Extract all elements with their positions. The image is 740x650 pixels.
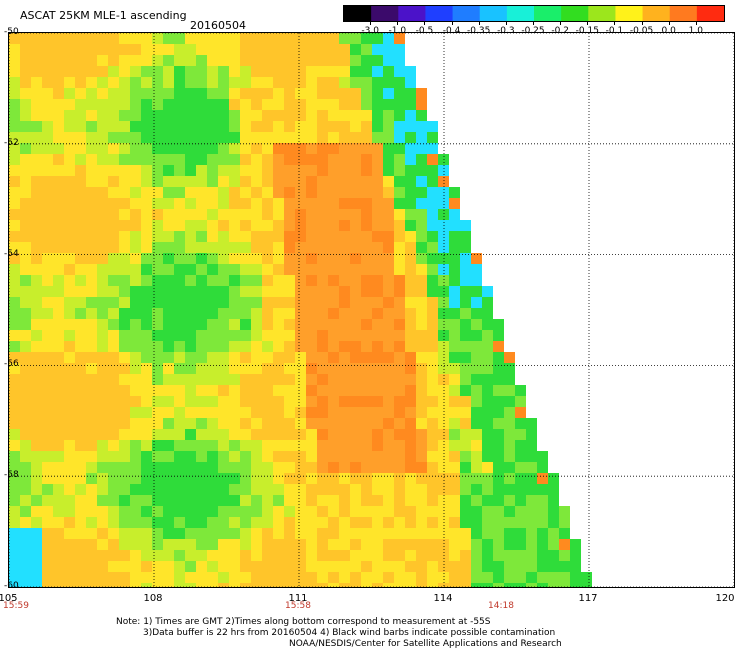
- colorbar-tick-label: -3.0: [361, 26, 379, 36]
- colorbar-tick-label: -0.5: [415, 26, 434, 36]
- colorbar-tick-label: -0.2: [551, 26, 569, 36]
- colorbar-tick-mark: [641, 21, 643, 25]
- mle-field: [9, 33, 734, 587]
- colorbar-tick-mark: [695, 21, 697, 25]
- colorbar-swatch: [669, 6, 698, 21]
- colorbar-tick-label: -1.0: [388, 26, 407, 36]
- colorbar-swatch: [479, 6, 508, 21]
- colorbar-swatch: [344, 6, 372, 21]
- product-date: 20160504: [190, 19, 246, 32]
- colorbar-tick-label: -0.3: [497, 26, 515, 36]
- colorbar-swatch: [588, 6, 616, 21]
- note-line-1: Note: 1) Times are GMT 2)Times along bot…: [116, 617, 491, 627]
- colorbar-tick-mark: [560, 21, 562, 25]
- colorbar-tick-mark: [587, 21, 589, 25]
- colorbar-swatch: [506, 6, 535, 21]
- colorbar-tick-label: -0.25: [521, 26, 545, 36]
- colorbar-tick-label: 1.0: [688, 26, 704, 36]
- colorbar-tick-mark: [451, 21, 453, 25]
- colorbar-swatch: [425, 6, 454, 21]
- latitude-label: -56: [4, 359, 19, 370]
- colorbar-tick-label: 0.0: [661, 26, 676, 36]
- colorbar-tick-label: -0.35: [467, 26, 491, 36]
- time-label: 15:59: [3, 601, 29, 611]
- colorbar-tick-mark: [614, 21, 616, 25]
- colorbar-swatch: [615, 6, 644, 21]
- colorbar-tick-label: -0.15: [575, 26, 599, 36]
- colorbar-tick-label: -0.1: [605, 26, 624, 36]
- colorbar-tick-mark: [478, 21, 480, 25]
- colorbar-swatch: [452, 6, 481, 21]
- mle-cells: [9, 33, 592, 587]
- longitude-label: 114: [433, 593, 453, 604]
- colorbar-tick-mark: [505, 21, 507, 25]
- colorbar-tick-mark: [424, 21, 426, 25]
- product-title: ASCAT 25KM MLE-1 ascending: [20, 9, 187, 22]
- latitude-label: -60: [4, 581, 19, 591]
- colorbar-tick-label: -0.05: [629, 26, 654, 36]
- latitude-label: -52: [4, 137, 19, 148]
- colorbar-swatch: [696, 6, 724, 21]
- latitude-label: -54: [4, 248, 19, 259]
- colorbar-swatch: [371, 6, 399, 21]
- graticule: [9, 33, 734, 587]
- note-line-2: 3)Data buffer is 22 hrs from 20160504 4)…: [143, 628, 556, 638]
- colorbar-tick-label: -0.4: [442, 26, 461, 36]
- latitude-label: -50: [4, 27, 19, 37]
- colorbar-swatch: [561, 6, 589, 21]
- colorbar-tick-mark: [370, 21, 372, 25]
- colorbar-tick-mark: [533, 21, 534, 25]
- longitude-label: 111: [288, 593, 308, 604]
- colorbar-swatch: [642, 6, 671, 21]
- note-line-3: NOAA/NESDIS/Center for Satellite Applica…: [289, 639, 562, 649]
- colorbar-swatch: [398, 6, 426, 21]
- longitude-label: 108: [143, 593, 163, 604]
- longitude-label: 117: [578, 593, 598, 604]
- map-panel: [8, 32, 735, 588]
- time-label: 14:18: [488, 601, 514, 611]
- colorbar-tick-mark: [668, 21, 670, 25]
- colorbar: [343, 5, 725, 22]
- longitude-label: 105: [0, 593, 18, 604]
- latitude-label: -58: [4, 470, 19, 481]
- time-label: 15:58: [285, 601, 311, 611]
- longitude-label: 120: [715, 593, 735, 604]
- colorbar-swatch: [534, 6, 562, 21]
- colorbar-tick-mark: [397, 21, 399, 25]
